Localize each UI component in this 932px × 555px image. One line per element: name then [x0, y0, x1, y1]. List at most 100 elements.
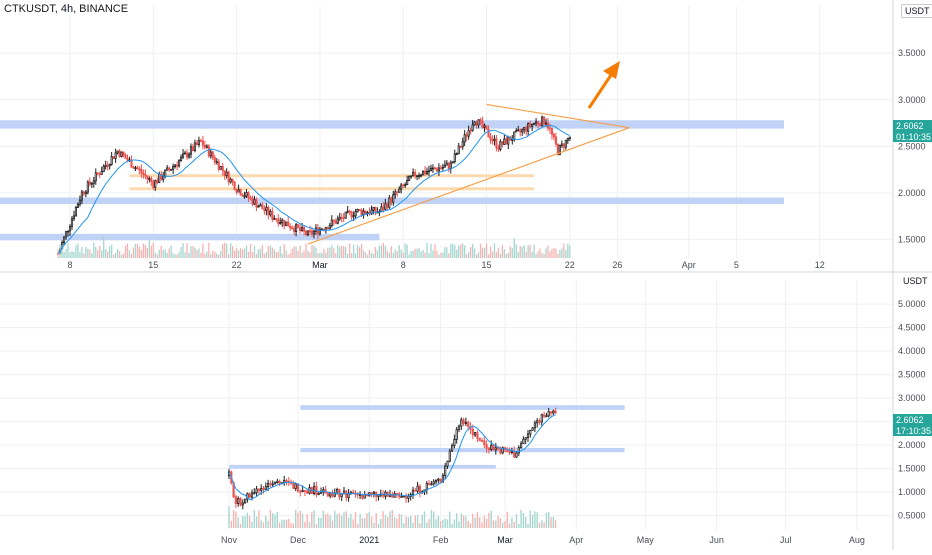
- top-volume-bar: [386, 250, 388, 258]
- top-volume-bar: [261, 245, 264, 258]
- bottom-volume-bar: [391, 510, 393, 528]
- top-volume-bar: [567, 243, 569, 258]
- top-candle-body: [66, 230, 70, 233]
- top-volume-bar: [487, 254, 490, 258]
- bottom-candle-body: [416, 485, 419, 492]
- top-volume-bar: [77, 243, 79, 258]
- bottom-volume-bar: [258, 510, 260, 528]
- top-candle-body: [176, 164, 179, 167]
- top-candle-body: [406, 180, 409, 186]
- bottom-candle-body: [255, 488, 258, 494]
- top-candle-body: [479, 119, 482, 122]
- bottom-x-tick-label: Dec: [290, 535, 307, 545]
- bottom-candle-body: [301, 489, 304, 493]
- top-candle-body: [289, 225, 292, 229]
- bottom-volume-bar: [384, 515, 387, 528]
- top-candle-body: [130, 159, 133, 168]
- top-candle-body: [164, 169, 167, 177]
- bottom-volume-bar: [398, 513, 400, 528]
- top-volume-bar: [475, 254, 478, 258]
- top-candle-body: [166, 167, 169, 171]
- top-volume-bar: [132, 247, 135, 258]
- top-volume-bar: [126, 243, 129, 258]
- bottom-volume-bar: [439, 521, 442, 528]
- top-candle-body: [384, 203, 387, 210]
- top-volume-bar: [440, 252, 442, 258]
- bottom-zone-blue: [229, 464, 496, 469]
- bottom-volume-bar: [292, 523, 295, 528]
- top-candle-body: [312, 230, 315, 235]
- top-candle-body: [70, 218, 74, 227]
- bottom-candle-body: [425, 482, 428, 491]
- bottom-volume-bar: [281, 519, 283, 528]
- top-volume-bar: [529, 244, 531, 258]
- top-volume-bar: [134, 243, 137, 258]
- top-candle-body: [299, 227, 302, 231]
- top-candle-body: [491, 139, 494, 142]
- bottom-candle-body: [520, 443, 523, 449]
- top-volume-bar: [414, 248, 416, 258]
- bottom-volume-bar: [423, 511, 426, 528]
- bottom-candle-body: [549, 411, 553, 414]
- top-volume-bar: [281, 253, 283, 258]
- bottom-volume-bar: [251, 521, 253, 528]
- top-x-tick-label: 8: [67, 260, 72, 270]
- top-volume-bar: [297, 250, 299, 258]
- bottom-volume-bar: [352, 519, 354, 528]
- top-volume-bar: [180, 247, 182, 258]
- top-candle-body: [235, 189, 238, 193]
- bottom-y-tick-label: 3.5000: [898, 370, 926, 380]
- top-candle-body: [92, 180, 95, 184]
- bottom-candle-body: [499, 448, 502, 454]
- top-y-tick-label: 2.5000: [898, 141, 926, 151]
- top-candle-body: [281, 219, 284, 223]
- top-currency-button[interactable]: USDT: [901, 4, 932, 18]
- bottom-candle-body: [448, 450, 451, 462]
- top-volume-bar: [402, 252, 404, 258]
- top-volume-bar: [128, 250, 131, 258]
- top-volume-bar: [392, 253, 394, 258]
- top-candle-body: [96, 172, 99, 175]
- top-volume-bar: [503, 249, 505, 258]
- top-candle-body: [392, 194, 395, 203]
- top-candle-body: [360, 209, 363, 216]
- top-volume-bar: [97, 250, 99, 258]
- top-candle-body: [180, 156, 183, 161]
- top-volume-bar: [228, 253, 230, 258]
- top-candle-body: [225, 171, 228, 176]
- bottom-volume-bar: [541, 520, 543, 528]
- bottom-candle-body: [267, 482, 270, 488]
- top-volume-bar: [426, 242, 428, 258]
- bottom-volume-bar: [462, 515, 465, 528]
- bottom-candle-body: [345, 490, 348, 499]
- top-candle-body: [414, 171, 417, 177]
- bottom-volume-bar: [474, 517, 476, 528]
- top-volume-bar: [499, 253, 502, 258]
- top-x-tick-label: Mar: [312, 260, 328, 270]
- top-candle-body: [154, 180, 157, 188]
- bottom-volume-bar: [228, 506, 230, 528]
- top-volume-bar: [116, 248, 119, 258]
- top-volume-bar: [543, 253, 545, 258]
- bottom-candle-body: [492, 444, 495, 451]
- top-candle-body: [207, 145, 210, 157]
- bottom-volume-bar: [527, 523, 529, 528]
- top-zone-orange: [129, 187, 535, 191]
- bottom-y-tick-label: 4.5000: [898, 323, 926, 333]
- top-volume-bar: [216, 253, 218, 258]
- top-candle-body: [475, 121, 478, 126]
- bottom-volume-bar: [315, 523, 318, 528]
- bottom-volume-bar: [396, 518, 398, 528]
- top-volume-bar: [317, 253, 319, 258]
- bottom-candle-body: [476, 432, 479, 439]
- top-x-tick-label: Apr: [682, 260, 696, 270]
- top-volume-bar: [239, 247, 242, 258]
- bottom-candle-body: [414, 489, 417, 492]
- top-volume-bar: [539, 248, 541, 258]
- top-candle-body: [334, 220, 337, 224]
- bottom-y-tick-label: 4.0000: [898, 346, 926, 356]
- top-candle-body: [245, 192, 248, 197]
- bottom-volume-bar: [492, 520, 495, 528]
- bottom-candle-body: [543, 414, 546, 417]
- top-volume-bar: [378, 245, 381, 258]
